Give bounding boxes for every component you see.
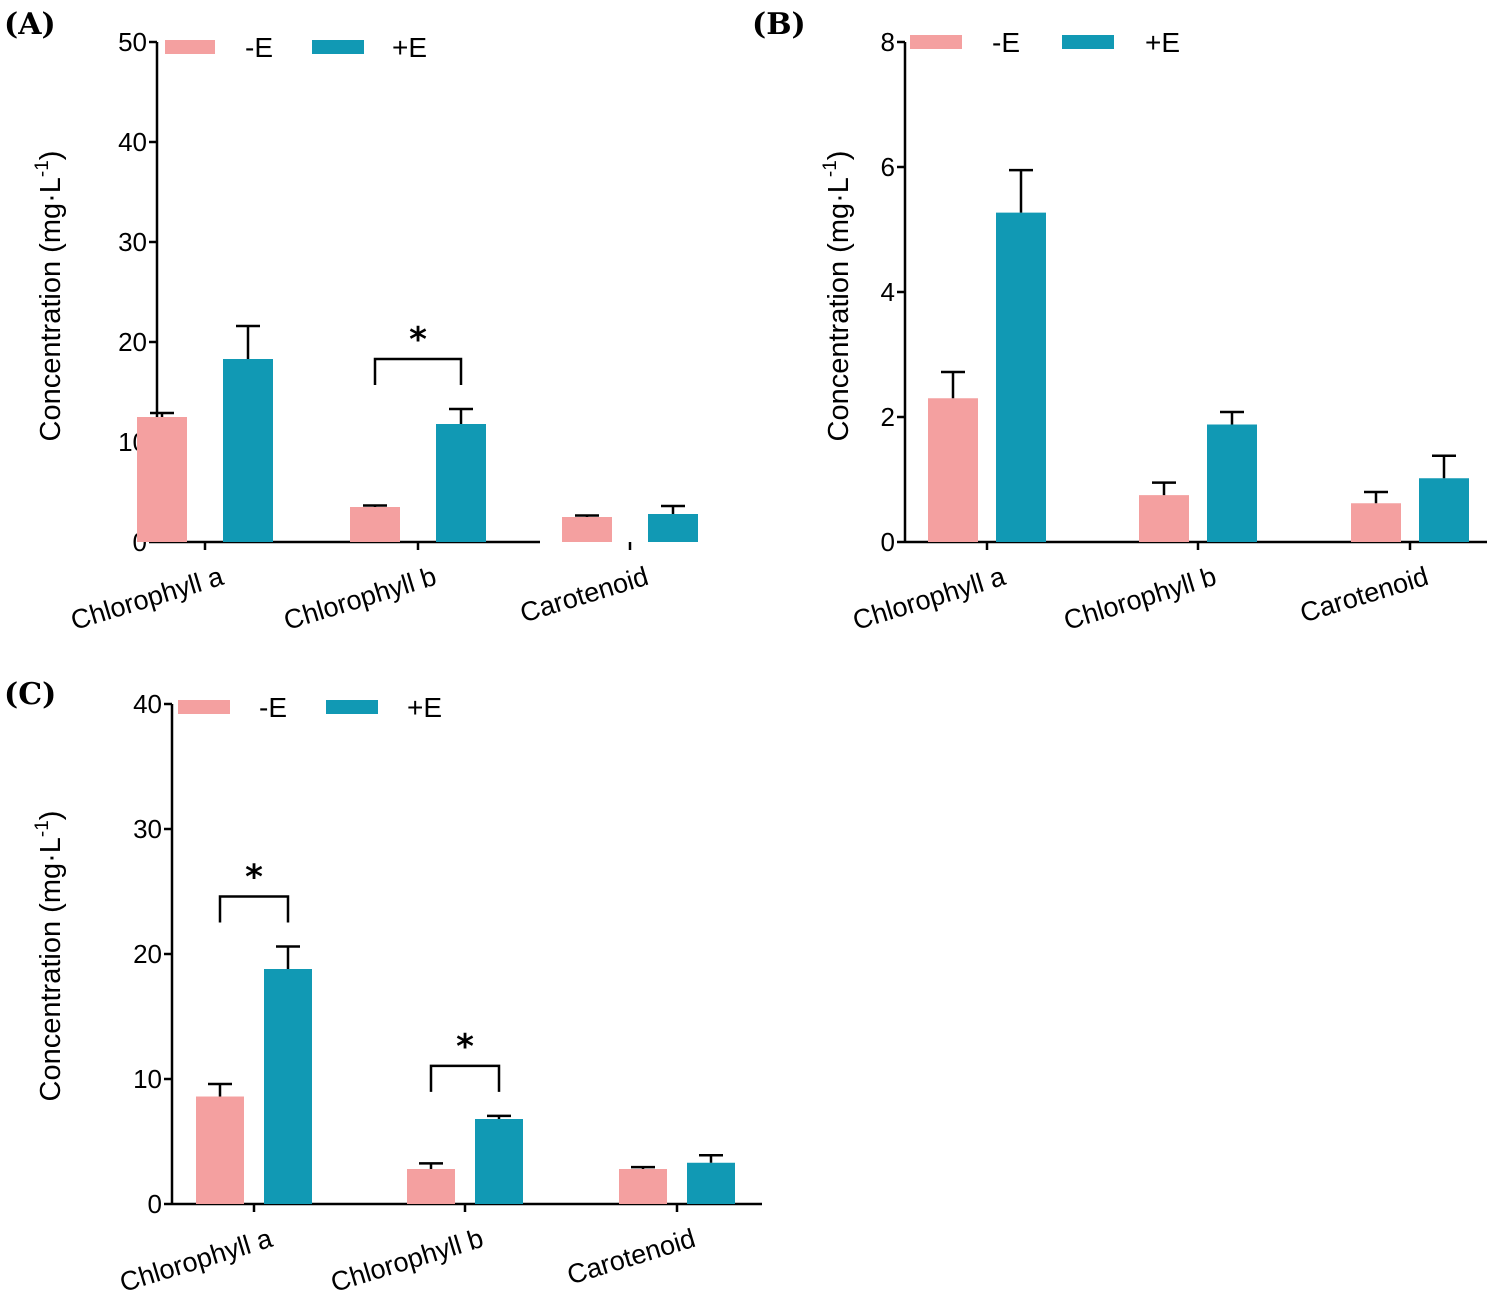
panel-c-chart: (C) 0 10 20 30 40 Concentration (mg·L-1) Chloro… [4,677,762,1298]
legend-label: -E [245,32,273,63]
x-tick-label: Chlorophyll a [67,561,227,636]
x-tick-label: Chlorophyll b [327,1223,486,1298]
y-tick-label: 40 [118,127,147,157]
bar-plus-e [687,1162,735,1204]
bar-plus-e [436,424,486,542]
bar-plus-e [264,969,312,1204]
y-axis-label: Concentration (mg·L-1) [820,151,855,442]
x-tick-label: Carotenoid [517,561,652,628]
y-tick-label: 50 [118,27,147,57]
legend-label: +E [407,692,442,723]
y-tick-label: 0 [881,527,895,557]
significance-bracket [373,357,463,385]
x-tick-label: Chlorophyll b [1060,561,1219,636]
x-tick-label: Carotenoid [1297,561,1432,628]
panel-a-chart: (A)01020304050Concentration (mg·L-1)Chlo… [4,7,698,636]
y-tick-label: 30 [133,814,162,844]
x-tick-label: Chlorophyll a [116,1223,276,1298]
y-tick-label: 2 [881,402,895,432]
legend-label: +E [1145,27,1180,58]
panel-label: (C) [4,677,56,712]
legend-swatch [178,700,230,714]
panel-label: (B) [752,7,806,42]
y-tick-label: 8 [881,27,895,57]
bar-minus-e [407,1169,455,1204]
panel-b-chart: (B) 0 2 4 6 8 Concentration (mg·L-1) Chlorophyl… [752,7,1487,636]
y-axis-label: Concentration (mg·L-1) [32,151,67,442]
bar-plus-e [648,514,698,542]
bar-minus-e [137,417,187,542]
y-tick-label: 20 [133,939,162,969]
y-tick-label: 30 [118,227,147,257]
legend-label: +E [392,32,427,63]
y-tick-label: 40 [133,689,162,719]
legend-label: -E [992,27,1020,58]
y-tick-label: 0 [148,1189,162,1219]
significance-bracket [429,1064,501,1092]
significance-star: * [456,1027,474,1067]
bar-minus-e [619,1169,667,1204]
bar-minus-e [562,517,612,542]
bar-minus-e [350,507,400,542]
y-tick-label: 20 [118,327,147,357]
y-tick-label: 6 [881,152,895,182]
legend-swatch [910,35,962,49]
bar-plus-e [223,359,273,542]
y-axis-label: Concentration (mg·L-1) [32,811,67,1102]
bar-plus-e [1207,424,1257,542]
legend-swatch [1062,35,1114,49]
panel-label: (A) [4,7,56,42]
bar-minus-e [1139,495,1189,542]
x-tick-label: Carotenoid [564,1223,699,1290]
significance-bracket [218,895,290,923]
x-tick-label: Chlorophyll a [849,561,1009,636]
bar-minus-e [1351,503,1401,542]
y-tick-label: 4 [881,277,895,307]
legend-label: -E [259,692,287,723]
legend-swatch [312,40,364,54]
bar-plus-e [475,1119,523,1204]
legend-swatch [165,40,215,54]
significance-star: * [409,320,427,360]
significance-star: * [245,858,263,898]
y-tick-label: 10 [133,1064,162,1094]
legend-swatch [326,700,378,714]
x-tick-label: Chlorophyll b [280,561,439,636]
bar-minus-e [196,1096,244,1204]
bar-minus-e [928,398,978,542]
bar-plus-e [1419,478,1469,542]
bar-plus-e [996,212,1046,542]
